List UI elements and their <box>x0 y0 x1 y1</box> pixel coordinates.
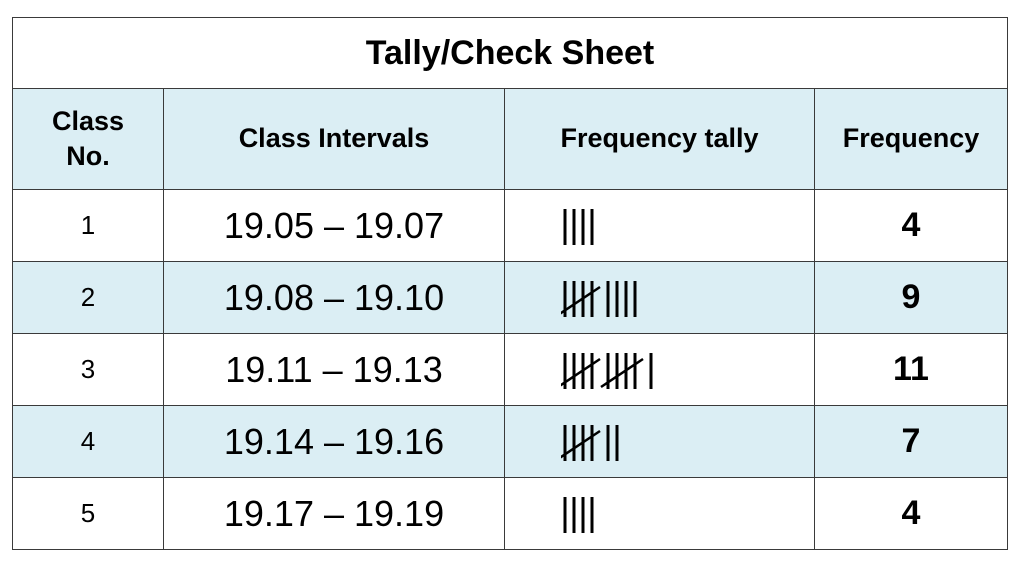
table-row: 4 19.14 – 19.16 7 <box>12 405 1008 478</box>
table-row: 1 19.05 – 19.07 4 <box>12 189 1008 262</box>
tally-check-sheet-table: Tally/Check Sheet Class No. Class Interv… <box>12 17 1008 550</box>
tally-marks <box>561 352 653 389</box>
class-no-cell: 4 <box>12 405 164 478</box>
header-class-no: Class No. <box>12 88 164 190</box>
class-no-cell: 2 <box>12 261 164 334</box>
header-class-no-line2: No. <box>66 141 110 171</box>
class-interval-cell: 19.05 – 19.07 <box>163 189 505 262</box>
frequency-cell: 4 <box>814 477 1008 550</box>
tally-cell <box>504 189 815 262</box>
class-no-cell: 3 <box>12 333 164 406</box>
table-row: 2 19.08 – 19.10 9 <box>12 261 1008 334</box>
class-no-cell: 5 <box>12 477 164 550</box>
tally-marks <box>563 496 594 533</box>
tally-cross-stroke <box>561 429 601 459</box>
tally-marks <box>561 424 619 461</box>
header-row: Class No. Class Intervals Frequency tall… <box>12 88 1008 190</box>
table-row: 5 19.17 – 19.19 4 <box>12 477 1008 550</box>
header-class-no-line1: Class <box>51 105 125 136</box>
title-row: Tally/Check Sheet <box>12 17 1008 89</box>
tally-cross-stroke <box>600 357 644 388</box>
tally-cross-stroke <box>561 285 601 315</box>
header-class-intervals: Class Intervals <box>163 88 505 190</box>
tally-cell <box>504 477 815 550</box>
header-frequency-tally: Frequency tally <box>504 88 815 190</box>
frequency-cell: 7 <box>814 405 1008 478</box>
tally-cell <box>504 333 815 406</box>
frequency-cell: 9 <box>814 261 1008 334</box>
tally-cell <box>504 261 815 334</box>
tally-cell <box>504 405 815 478</box>
sheet-title: Tally/Check Sheet <box>12 17 1008 89</box>
class-interval-cell: 19.14 – 19.16 <box>163 405 505 478</box>
tally-marks <box>563 208 594 245</box>
class-interval-cell: 19.08 – 19.10 <box>163 261 505 334</box>
frequency-cell: 4 <box>814 189 1008 262</box>
class-no-cell: 1 <box>12 189 164 262</box>
table-row: 3 19.11 – 19.13 11 <box>12 333 1008 406</box>
class-interval-cell: 19.17 – 19.19 <box>163 477 505 550</box>
tally-marks <box>561 280 637 317</box>
class-interval-cell: 19.11 – 19.13 <box>163 333 505 406</box>
tally-cross-stroke <box>561 357 601 387</box>
frequency-cell: 11 <box>814 333 1008 406</box>
header-frequency: Frequency <box>814 88 1008 190</box>
